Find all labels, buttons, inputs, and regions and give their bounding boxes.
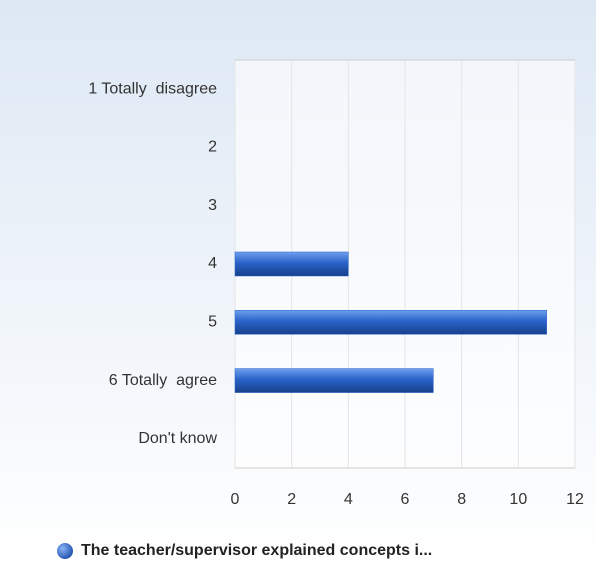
- x-tick-label: 12: [566, 491, 584, 508]
- y-tick-label: Don't know: [138, 430, 217, 447]
- y-tick-label: 3: [208, 197, 217, 214]
- legend-label: The teacher/supervisor explained concept…: [81, 542, 432, 559]
- x-tick-label: 4: [344, 491, 353, 508]
- bar: [234, 368, 434, 393]
- y-tick-label: 2: [208, 139, 217, 156]
- x-tick-label: 10: [509, 491, 527, 508]
- y-tick-label: 5: [208, 314, 217, 331]
- x-tick-label: 8: [457, 491, 466, 508]
- bar: [234, 251, 349, 277]
- y-tick-label: 1 Totally disagree: [88, 80, 217, 97]
- y-tick-label: 4: [208, 255, 217, 272]
- y-tick-label: 6 Totally agree: [109, 372, 217, 389]
- x-tick-label: 2: [287, 491, 296, 508]
- bar: [234, 310, 547, 335]
- x-tick-label: 0: [231, 491, 240, 508]
- legend-marker: [57, 543, 73, 559]
- x-tick-label: 6: [401, 491, 410, 508]
